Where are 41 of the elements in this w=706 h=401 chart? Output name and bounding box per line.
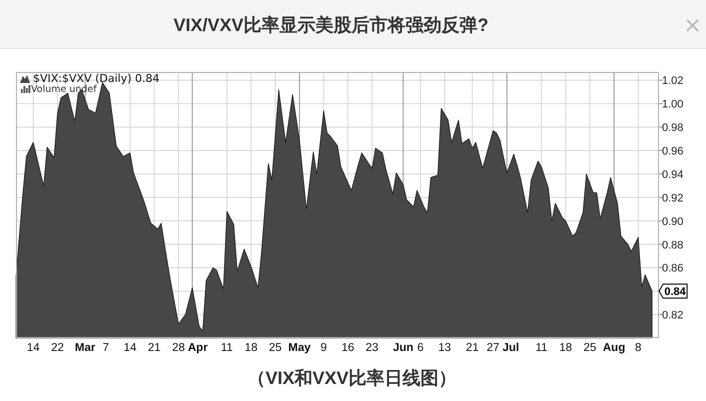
ytick: 0.90 [662, 216, 684, 228]
annotation: 0.84 [664, 286, 686, 298]
xtick: 6 [417, 342, 424, 354]
annotation: Volume undef [31, 84, 97, 95]
xtick: 11 [535, 342, 548, 354]
xtick: 7 [102, 342, 110, 354]
xtick: 23 [366, 342, 378, 354]
xtick: 18 [559, 342, 572, 354]
xtick: Mar [74, 342, 96, 354]
title: VIX/VXV比率显示美股后市将强劲反弹? [173, 15, 489, 35]
xtick: 8 [635, 342, 642, 354]
xtick: 28 [172, 342, 185, 354]
ytick: 1.00 [662, 98, 684, 111]
xtick: May [288, 342, 311, 354]
xtick: 9 [320, 342, 327, 354]
xtick: Jun [392, 342, 414, 354]
ytick: 0.96 [662, 146, 684, 158]
ytick: 0.92 [662, 192, 684, 204]
xtick: 14 [26, 342, 40, 354]
xtick: 18 [244, 342, 258, 354]
xtick: 22 [51, 342, 64, 354]
xtick: 21 [466, 342, 479, 354]
xtick: 21 [148, 342, 161, 354]
ytick: 0.94 [662, 168, 684, 181]
ytick: 0.88 [662, 239, 684, 252]
xtick: 16 [341, 342, 354, 354]
xtick: 25 [583, 342, 596, 354]
caption: （VIX和VXV比率日线图） [247, 368, 457, 388]
xtick: Apr [188, 342, 208, 354]
xtick: 13 [438, 342, 452, 354]
ytick: 0.86 [662, 262, 684, 275]
xtick: 27 [486, 342, 500, 354]
xtick: Aug [602, 342, 626, 354]
xtick: 11 [220, 342, 233, 354]
ytick: 1.02 [662, 75, 684, 88]
xtick: 14 [124, 342, 136, 354]
ytick: 0.82 [662, 310, 684, 322]
xtick: 25 [268, 342, 282, 354]
xtick: Jul [502, 342, 520, 354]
ytick: 0.98 [662, 122, 684, 134]
legend-text: $VIX:$VXV (Daily) 0.84 [33, 72, 160, 85]
